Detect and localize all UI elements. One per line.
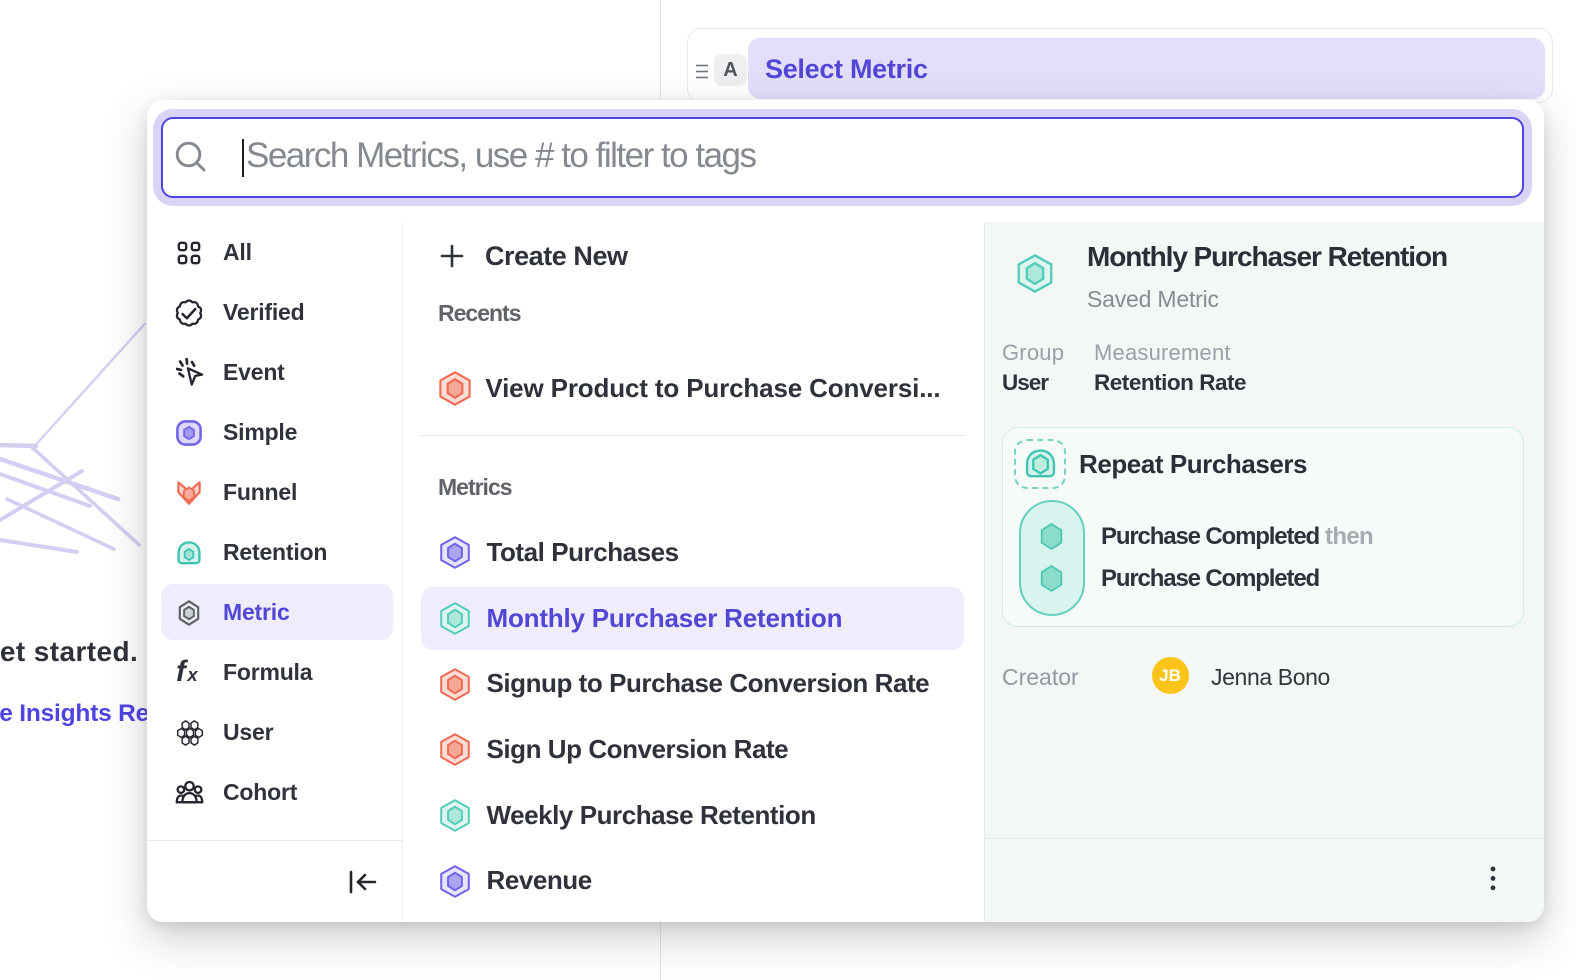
svg-text:x: x: [186, 664, 198, 685]
